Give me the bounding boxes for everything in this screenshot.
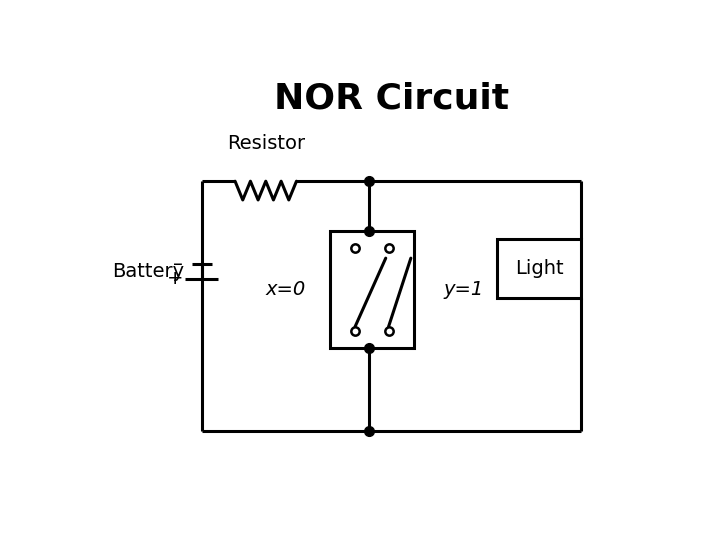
Text: Resistor: Resistor — [227, 134, 305, 153]
Text: x=0: x=0 — [265, 280, 305, 299]
Text: y=1: y=1 — [444, 280, 484, 299]
Text: –: – — [173, 255, 183, 274]
Text: NOR Circuit: NOR Circuit — [274, 81, 509, 115]
Text: +: + — [166, 269, 183, 288]
Text: Battery: Battery — [112, 262, 184, 281]
FancyBboxPatch shape — [498, 239, 581, 298]
Text: Light: Light — [515, 259, 564, 278]
FancyBboxPatch shape — [330, 231, 413, 348]
